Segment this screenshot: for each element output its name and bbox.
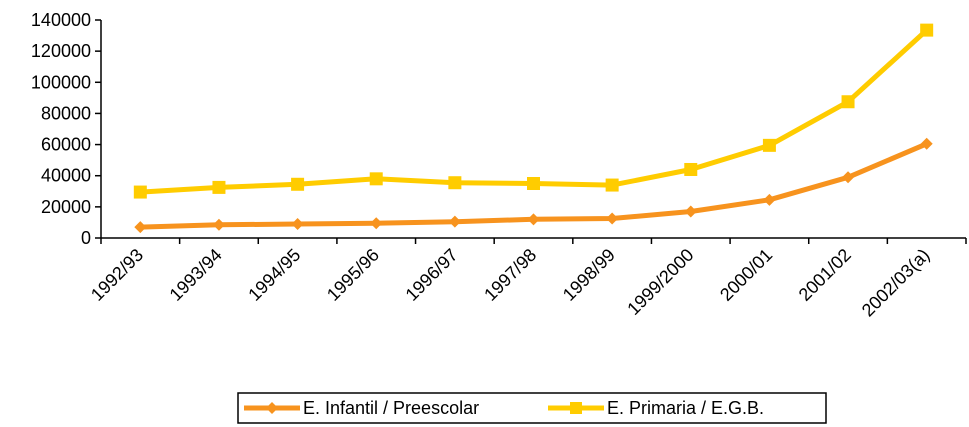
y-tick-label: 60000 [41,135,91,155]
x-tick-label: 2000/01 [716,245,776,305]
data-point [920,23,934,37]
data-point [527,177,540,190]
data-point [291,177,305,191]
y-tick-label: 80000 [41,103,91,123]
data-point [291,217,304,230]
data-point [369,172,383,186]
x-tick-label: 1997/98 [480,245,540,305]
y-tick-label: 140000 [31,10,91,30]
data-point [212,180,226,194]
y-tick-label: 0 [81,228,91,248]
x-tick-label: 1999/2000 [623,245,697,319]
legend: E. Infantil / Preescolar E. Primaria / E… [237,392,827,424]
data-point [212,218,225,231]
data-point [920,137,933,150]
legend-marker-primaria [570,402,582,414]
chart-axes [100,20,966,239]
x-tick-label: 1994/95 [244,245,304,305]
legend-label-primaria: E. Primaria / E.G.B. [607,398,764,418]
x-tick-label: 2002/03(a) [858,245,934,321]
x-tick-label: 1995/96 [323,245,383,305]
data-point [448,215,461,228]
y-axis-ticks: 0 20000 40000 60000 80000 100000 120000 140000 [31,10,101,248]
data-point [762,138,776,152]
y-tick-label: 100000 [31,72,91,92]
data-point [605,178,619,192]
data-point [133,185,147,199]
data-point [527,213,540,226]
x-tick-label: 2001/02 [795,245,855,305]
data-point [841,95,855,109]
y-tick-label: 20000 [41,197,91,217]
series-0 [134,137,933,234]
x-tick-label: 1996/97 [402,245,462,305]
data-point [134,221,147,234]
x-tick-label: 1998/99 [559,245,619,305]
data-point [684,205,697,218]
data-point [763,193,776,206]
chart-series [133,23,934,234]
x-tick-label: 1992/93 [87,245,147,305]
series-1 [133,23,934,199]
legend-box [237,392,827,424]
x-axis-ticks: 1992/93 1993/94 1994/95 1995/96 1996/97 1997/… [87,238,967,321]
x-tick-label: 1993/94 [166,245,226,305]
data-point [448,176,462,190]
data-point [370,217,383,230]
legend-label-infantil: E. Infantil / Preescolar [303,398,479,418]
series-line [140,28,929,195]
y-tick-label: 120000 [31,41,91,61]
data-point [606,212,619,225]
data-point [684,162,698,176]
legend-marker-infantil [266,402,278,414]
y-tick-label: 40000 [41,166,91,186]
data-point [842,171,855,184]
